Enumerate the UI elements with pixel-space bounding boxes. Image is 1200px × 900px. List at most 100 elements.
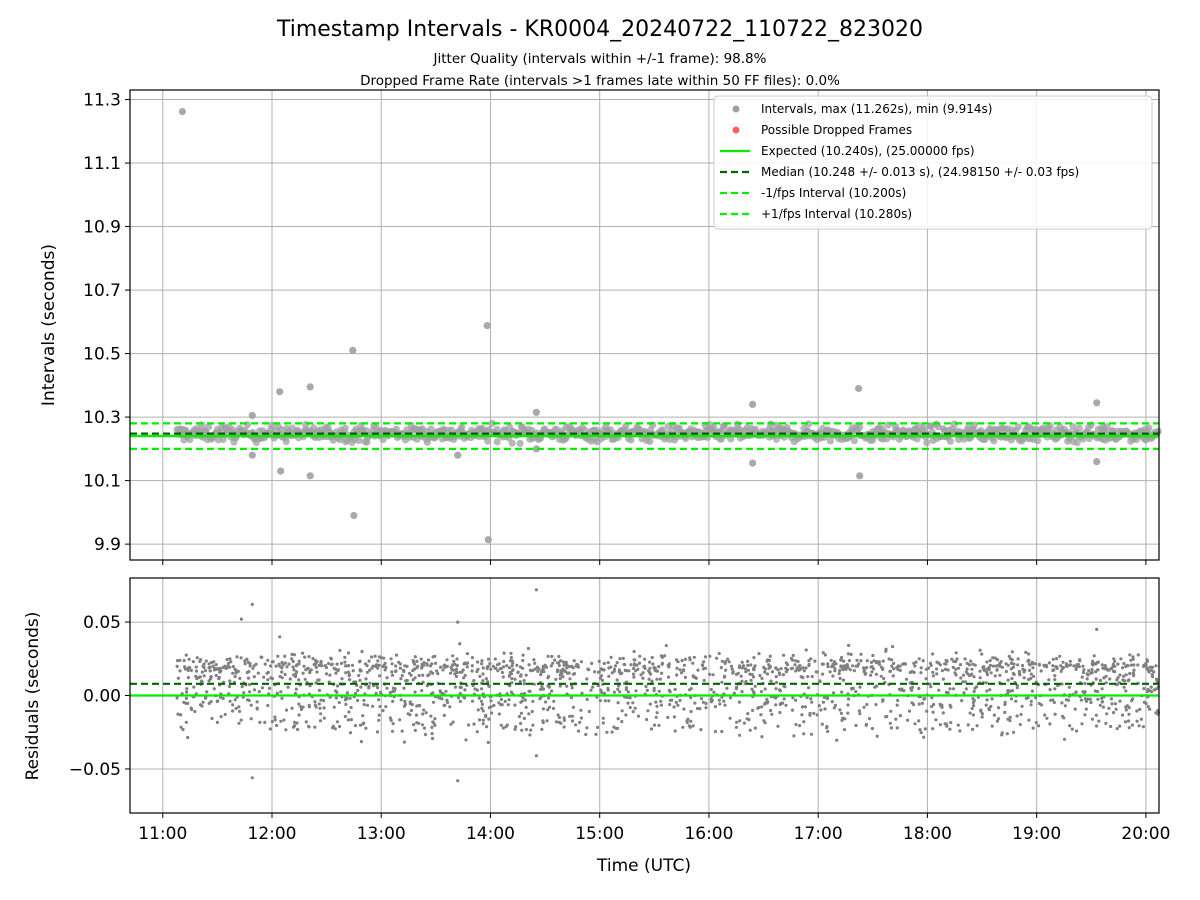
residual-point <box>815 713 819 717</box>
residual-point <box>359 685 363 689</box>
residual-point <box>923 727 927 731</box>
residual-point <box>937 688 941 692</box>
residual-point <box>672 705 676 709</box>
chart-subtitle-jitter: Jitter Quality (intervals within +/-1 fr… <box>433 51 767 67</box>
residual-point <box>524 673 528 677</box>
residual-point <box>532 658 536 662</box>
residual-point <box>266 658 270 662</box>
intervals-y-tick-label: 10.1 <box>83 472 121 492</box>
residual-point <box>1073 707 1077 711</box>
residual-point <box>427 673 431 677</box>
residual-point <box>1062 716 1066 720</box>
residual-point <box>1055 666 1059 671</box>
residual-point <box>803 705 808 709</box>
residual-point <box>1047 678 1051 682</box>
residual-point <box>510 677 514 681</box>
residual-point <box>1114 707 1118 711</box>
residual-point <box>187 657 191 661</box>
residual-point <box>182 700 186 704</box>
residual-point <box>186 676 190 680</box>
residual-point <box>1007 654 1011 659</box>
residual-point <box>489 699 493 703</box>
x-tick-label: 14:00 <box>466 824 515 844</box>
residual-point <box>455 670 459 675</box>
residual-point <box>1150 673 1154 677</box>
residual-point <box>1083 690 1087 694</box>
interval-point <box>229 426 237 434</box>
residual-point <box>531 699 535 704</box>
residual-point <box>214 673 218 678</box>
x-tick-label: 16:00 <box>684 824 733 844</box>
residual-point <box>607 666 611 670</box>
residual-point <box>233 698 237 702</box>
residual-point <box>338 648 342 653</box>
residual-point <box>182 659 186 663</box>
residual-point <box>319 712 323 716</box>
residual-point <box>1061 660 1065 664</box>
residual-point <box>349 705 353 710</box>
residual-point <box>660 662 664 666</box>
residual-point <box>674 700 678 705</box>
residual-point <box>1124 689 1128 693</box>
interval-point <box>856 423 864 431</box>
residual-point <box>1052 700 1056 705</box>
residual-point <box>580 691 584 695</box>
residual-point <box>1031 666 1035 670</box>
residual-point <box>624 687 628 692</box>
residual-point <box>1006 717 1010 721</box>
residual-point <box>368 668 372 672</box>
residual-point <box>330 662 334 666</box>
residual-point <box>451 663 455 667</box>
residual-point <box>501 726 505 730</box>
residual-point <box>351 669 355 673</box>
residual-point <box>765 700 769 704</box>
residual-point <box>524 727 529 732</box>
residual-point <box>817 704 821 708</box>
residual-point <box>175 659 180 663</box>
interval-point <box>341 424 349 432</box>
residual-point <box>574 723 578 727</box>
residual-point <box>540 685 544 689</box>
residual-point <box>1131 655 1135 659</box>
residual-point <box>1029 699 1033 703</box>
residual-point <box>738 733 742 737</box>
residual-point <box>400 674 404 678</box>
residual-point <box>978 676 982 680</box>
residual-point <box>572 672 577 676</box>
residual-point <box>912 670 916 675</box>
residual-point <box>711 673 715 677</box>
residual-point <box>533 667 537 671</box>
residual-point <box>562 725 566 729</box>
residual-point <box>353 691 358 696</box>
residual-point <box>262 675 266 679</box>
residual-point <box>347 673 352 677</box>
residual-point <box>655 704 659 708</box>
residual-point <box>208 669 212 673</box>
residual-point <box>1131 671 1135 675</box>
residual-point <box>219 669 223 673</box>
residual-point <box>631 701 635 705</box>
residual-point <box>1015 686 1019 690</box>
legend-entry-minus-fps: -1/fps Interval (10.200s) <box>761 186 906 200</box>
residual-point <box>995 719 1000 723</box>
residual-point <box>689 696 693 700</box>
residual-point <box>992 713 997 717</box>
legend-entry-expected: Expected (10.240s), (25.00000 fps) <box>761 144 975 158</box>
residual-point <box>1135 719 1139 723</box>
residual-point <box>610 730 614 734</box>
interval-point <box>850 437 859 445</box>
residual-point <box>314 665 318 670</box>
residual-point <box>1084 699 1088 703</box>
residual-point <box>488 661 492 666</box>
residual-point <box>812 711 816 716</box>
residual-point <box>1145 690 1149 694</box>
residual-point <box>687 724 692 728</box>
residual-point <box>828 670 832 674</box>
residual-point <box>869 665 873 669</box>
residual-point <box>660 655 665 659</box>
residual-point <box>496 669 500 673</box>
x-tick-label: 19:00 <box>1012 824 1061 844</box>
residual-point <box>335 662 339 666</box>
residual-point <box>270 720 274 724</box>
residual-point <box>1093 689 1097 693</box>
